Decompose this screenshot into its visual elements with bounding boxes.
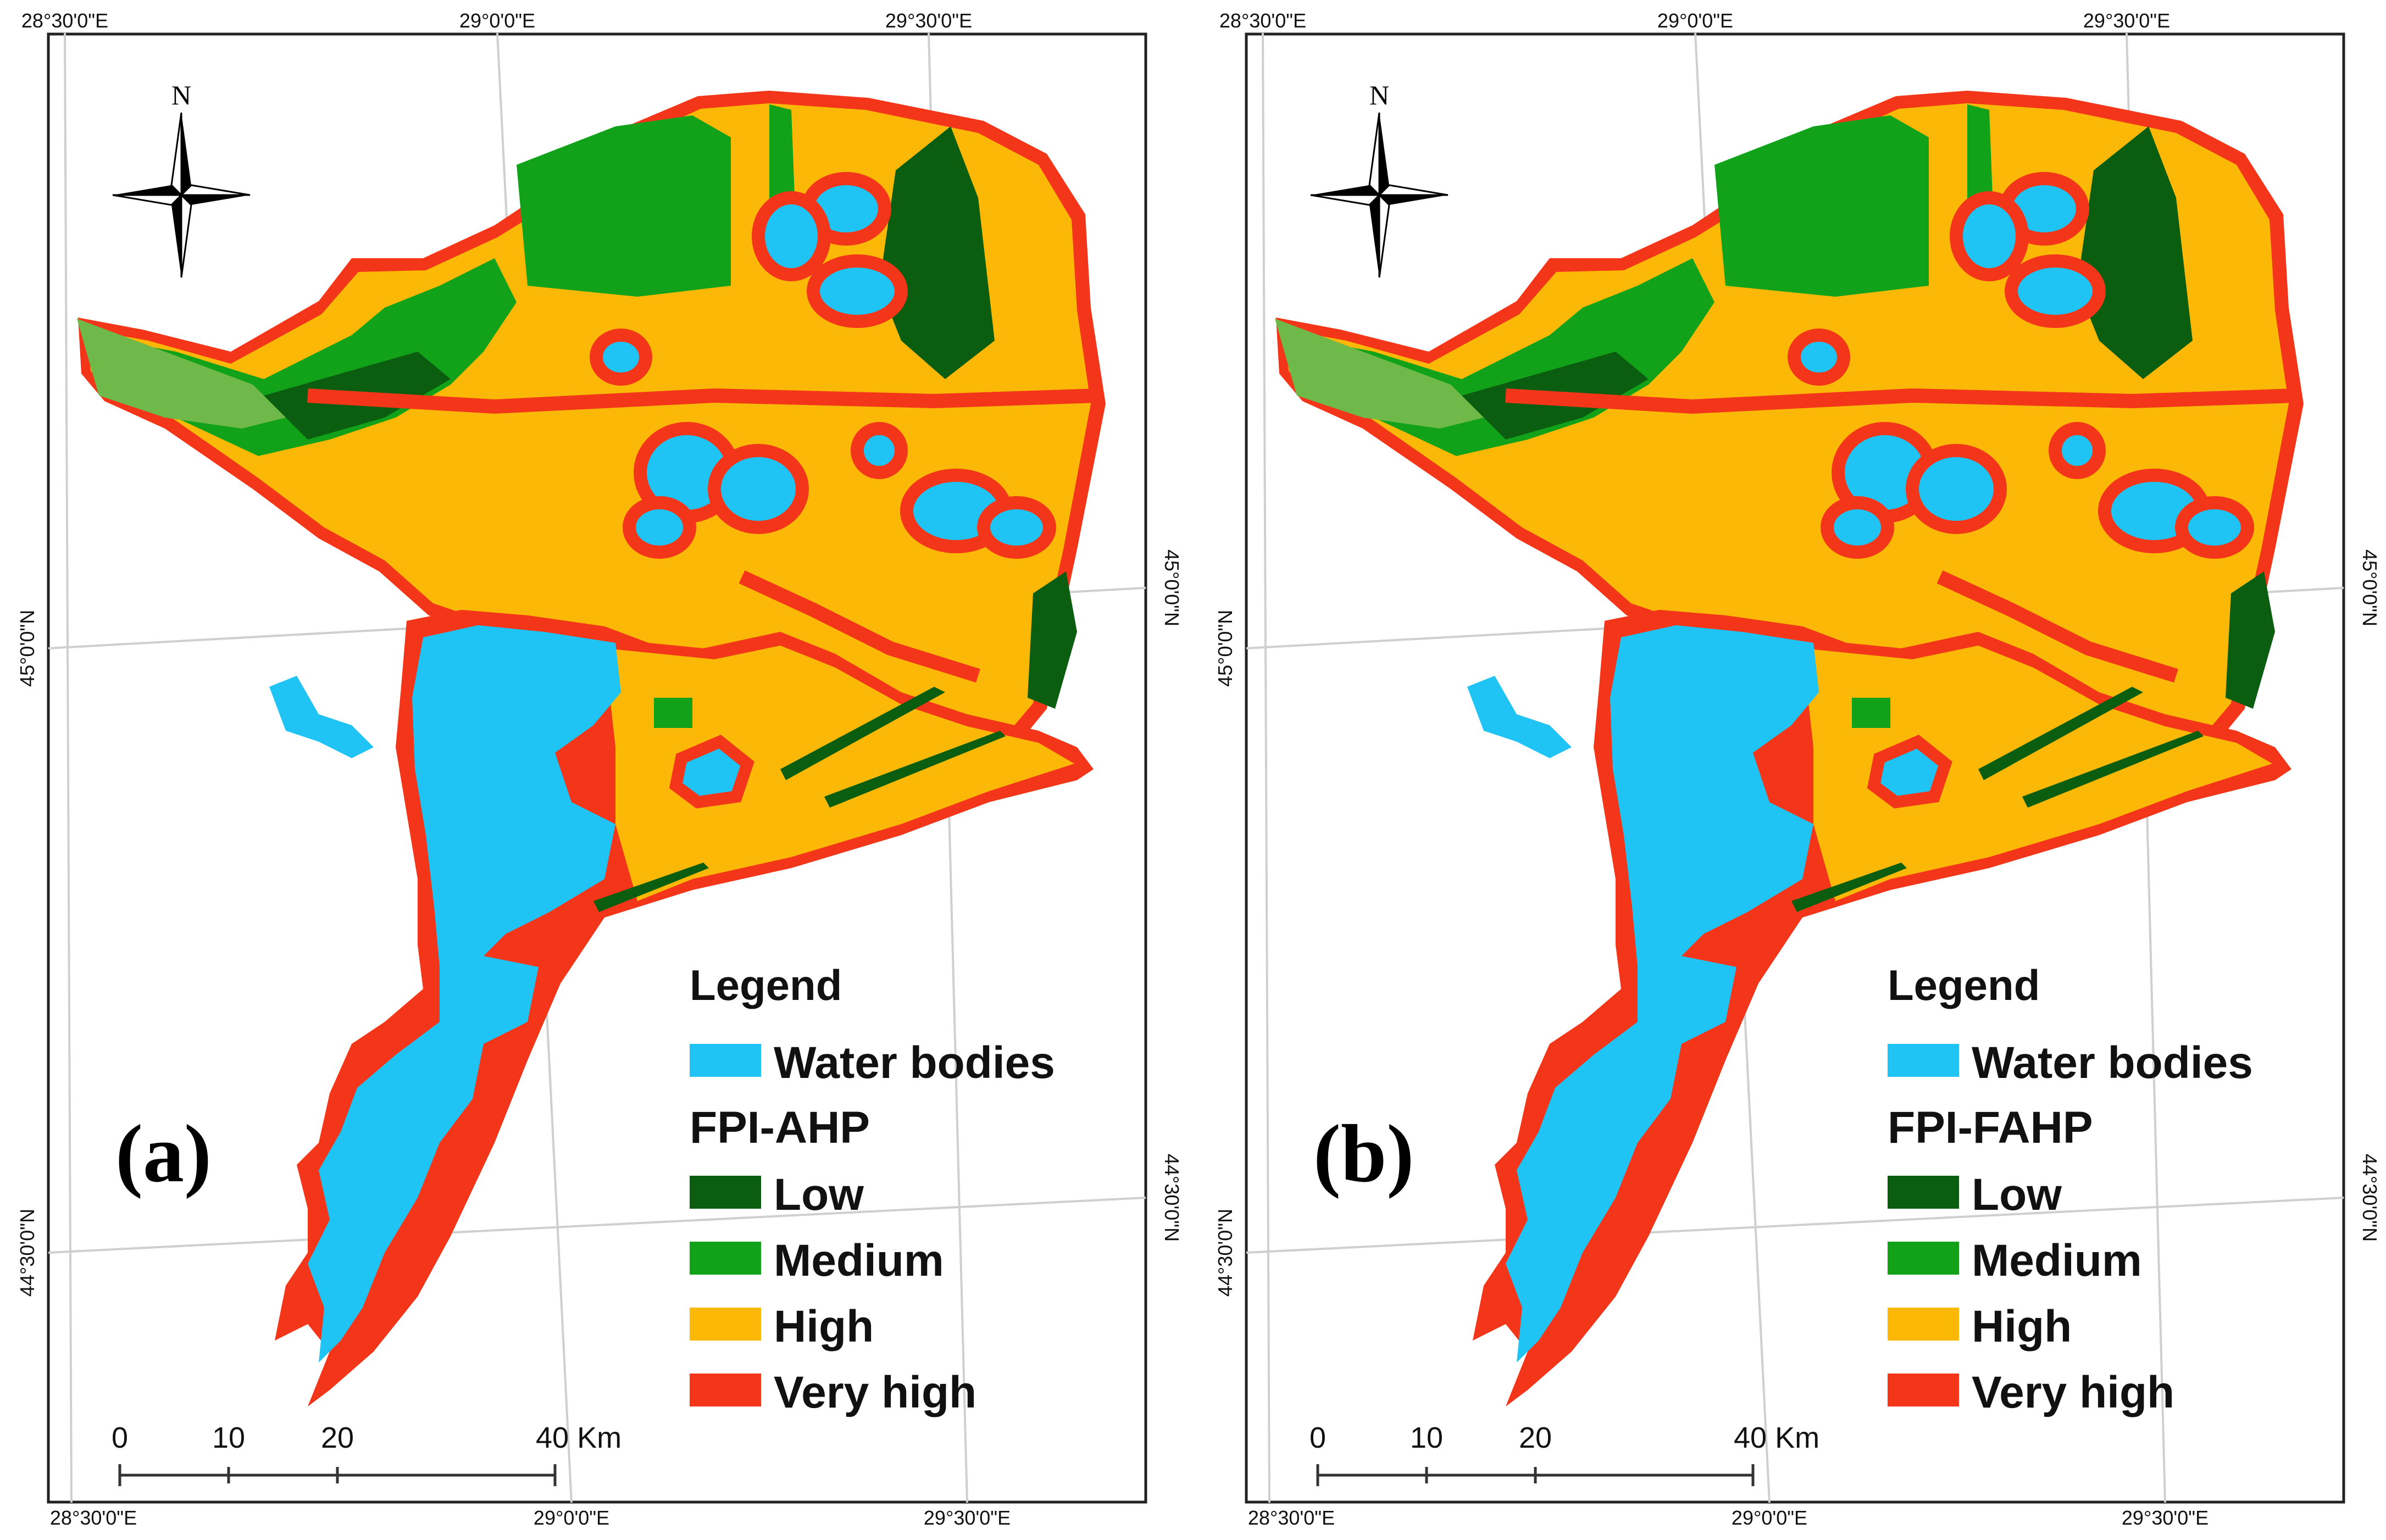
left-lat-label: 45°0'0"N bbox=[16, 610, 38, 687]
top-lon-label: 29°30'0"E bbox=[2083, 9, 2170, 32]
legend-swatch-very-high bbox=[690, 1374, 761, 1406]
scale-label: 40 Km bbox=[536, 1421, 622, 1454]
legend-label-high: High bbox=[1972, 1302, 2072, 1352]
north-label: N bbox=[1369, 80, 1389, 110]
north-arrow: N bbox=[1309, 80, 1449, 279]
legend-label-water: Water bodies bbox=[774, 1038, 1055, 1088]
legend-label-very-high: Very high bbox=[1972, 1367, 2174, 1417]
legend-swatch-high bbox=[1888, 1308, 1959, 1341]
bottom-lon-label: 29°30'0"E bbox=[924, 1506, 1011, 1529]
panel-label: (b) bbox=[1313, 1108, 1414, 1199]
panel-label: (a) bbox=[115, 1108, 212, 1199]
scale-label: 20 bbox=[1519, 1421, 1552, 1454]
legend-swatch-high bbox=[690, 1308, 761, 1341]
map-panel-b: 28°30'0"E 29°0'0"E 29°30'0"E 28°30'0"E 2… bbox=[1214, 9, 2381, 1529]
bottom-lon-label: 28°30'0"E bbox=[50, 1506, 137, 1529]
legend: Legend Water bodies FPI-FAHP Low Medium … bbox=[1888, 961, 2253, 1417]
legend-label-low: Low bbox=[1972, 1170, 2062, 1220]
legend-swatch-very-high bbox=[1888, 1374, 1959, 1406]
scale-label: 10 bbox=[1410, 1421, 1443, 1454]
legend-label-very-high: Very high bbox=[774, 1367, 976, 1417]
top-lon-label: 29°0'0"E bbox=[1657, 9, 1733, 32]
legend-title: Legend bbox=[690, 961, 842, 1009]
legend-label-medium: Medium bbox=[774, 1236, 944, 1286]
scale-label: 0 bbox=[1309, 1421, 1326, 1454]
legend-label-high: High bbox=[774, 1302, 874, 1352]
legend-title: Legend bbox=[1888, 961, 2040, 1009]
map-panel-a: 28°30'0"E 29°0'0"E 29°30'0"E 28°30'0"E 2… bbox=[16, 9, 1183, 1529]
bottom-lon-label: 29°0'0"E bbox=[1732, 1506, 1807, 1529]
top-lon-label: 28°30'0"E bbox=[1219, 9, 1306, 32]
legend-swatch-medium bbox=[690, 1242, 761, 1275]
left-lat-label: 45°0'0"N bbox=[1214, 610, 1236, 687]
bottom-lon-label: 29°30'0"E bbox=[2122, 1506, 2209, 1529]
legend-index-title: FPI-FAHP bbox=[1888, 1103, 2093, 1153]
bottom-lon-label: 29°0'0"E bbox=[534, 1506, 609, 1529]
legend-swatch-low bbox=[1888, 1176, 1959, 1209]
scale-label: 0 bbox=[112, 1421, 128, 1454]
right-lat-label: 44°30'0"N bbox=[1161, 1154, 1183, 1242]
right-lat-label: 45°0'0"N bbox=[2359, 549, 2381, 626]
legend-label-water: Water bodies bbox=[1972, 1038, 2253, 1088]
legend-swatch-water bbox=[690, 1044, 761, 1077]
right-lat-label: 45°0'0"N bbox=[1161, 549, 1183, 626]
scale-bar bbox=[118, 1464, 557, 1486]
legend: Legend Water bodies FPI-AHP Low Medium H… bbox=[690, 961, 1055, 1417]
legend-swatch-low bbox=[690, 1176, 761, 1209]
legend-swatch-medium bbox=[1888, 1242, 1959, 1275]
left-lat-label: 44°30'0"N bbox=[1214, 1209, 1236, 1297]
north-label: N bbox=[171, 80, 191, 110]
scale-label: 20 bbox=[321, 1421, 354, 1454]
scale-label: 10 bbox=[212, 1421, 245, 1454]
top-lon-label: 28°30'0"E bbox=[21, 9, 108, 32]
top-lon-label: 29°30'0"E bbox=[885, 9, 972, 32]
legend-label-low: Low bbox=[774, 1170, 864, 1220]
left-lat-label: 44°30'0"N bbox=[16, 1209, 38, 1297]
scale-bar bbox=[1316, 1464, 1755, 1486]
right-lat-label: 44°30'0"N bbox=[2359, 1154, 2381, 1242]
legend-index-title: FPI-AHP bbox=[690, 1103, 870, 1153]
bottom-lon-label: 28°30'0"E bbox=[1248, 1506, 1335, 1529]
top-lon-label: 29°0'0"E bbox=[459, 9, 535, 32]
north-arrow: N bbox=[112, 80, 251, 279]
legend-swatch-water bbox=[1888, 1044, 1959, 1077]
scale-label: 40 Km bbox=[1734, 1421, 1819, 1454]
legend-label-medium: Medium bbox=[1972, 1236, 2142, 1286]
